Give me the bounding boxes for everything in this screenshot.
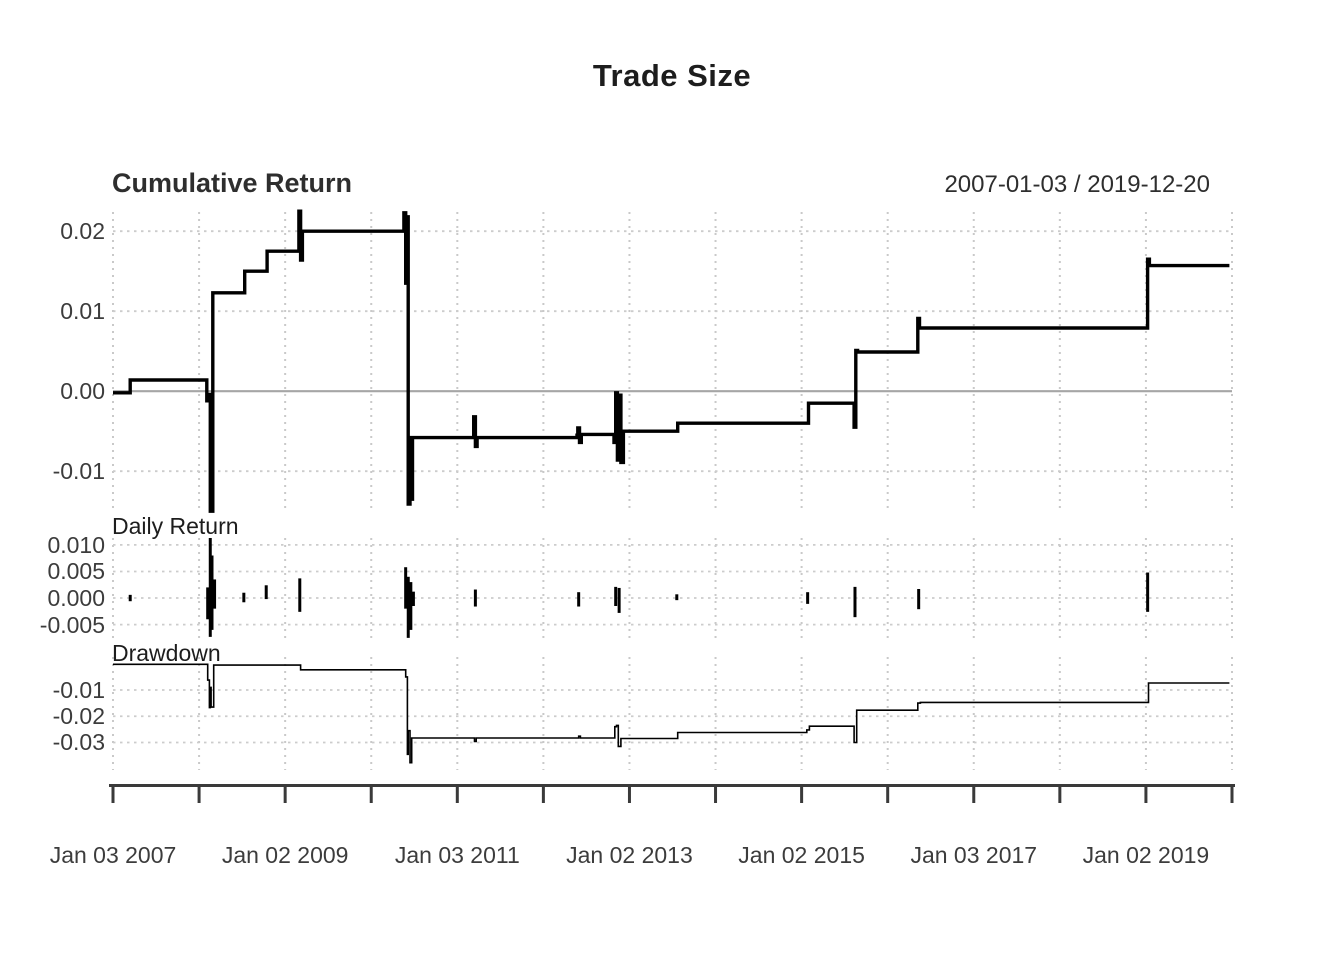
y-tick-label: -0.02 [52,703,105,730]
x-tick-label: Jan 03 2007 [49,842,177,868]
x-tick-label: Jan 02 2009 [221,842,349,868]
drawdown-line [113,663,1230,764]
y-tick-label: 0.01 [60,298,105,325]
x-tick-label: Jan 03 2017 [910,842,1038,868]
x-tick-label: Jan 02 2019 [1082,842,1210,868]
date-range-label: 2007-01-03 / 2019-12-20 [944,171,1210,198]
y-tick-label: 0.005 [47,558,105,585]
y-tick-label: -0.01 [52,677,105,704]
y-tick-label: -0.005 [39,611,105,638]
x-tick-label: Jan 02 2015 [738,842,865,868]
y-tick-label: 0.00 [60,378,105,405]
y-tick-label: 0.000 [47,585,105,612]
chart-title: Trade Size [592,58,752,93]
x-tick-label: Jan 02 2013 [566,842,693,868]
panel-title-daily-return: Daily Return [112,513,239,539]
panel-title-cumulative-return: Cumulative Return [112,168,353,198]
panel-title-drawdown: Drawdown [112,640,221,666]
y-tick-label: -0.01 [52,458,105,485]
y-tick-label: -0.03 [52,729,105,756]
x-tick-label: Jan 03 2011 [394,842,520,868]
y-tick-label: 0.010 [47,531,105,558]
y-tick-label: 0.02 [60,218,105,245]
cumulative-return-line [113,209,1230,513]
